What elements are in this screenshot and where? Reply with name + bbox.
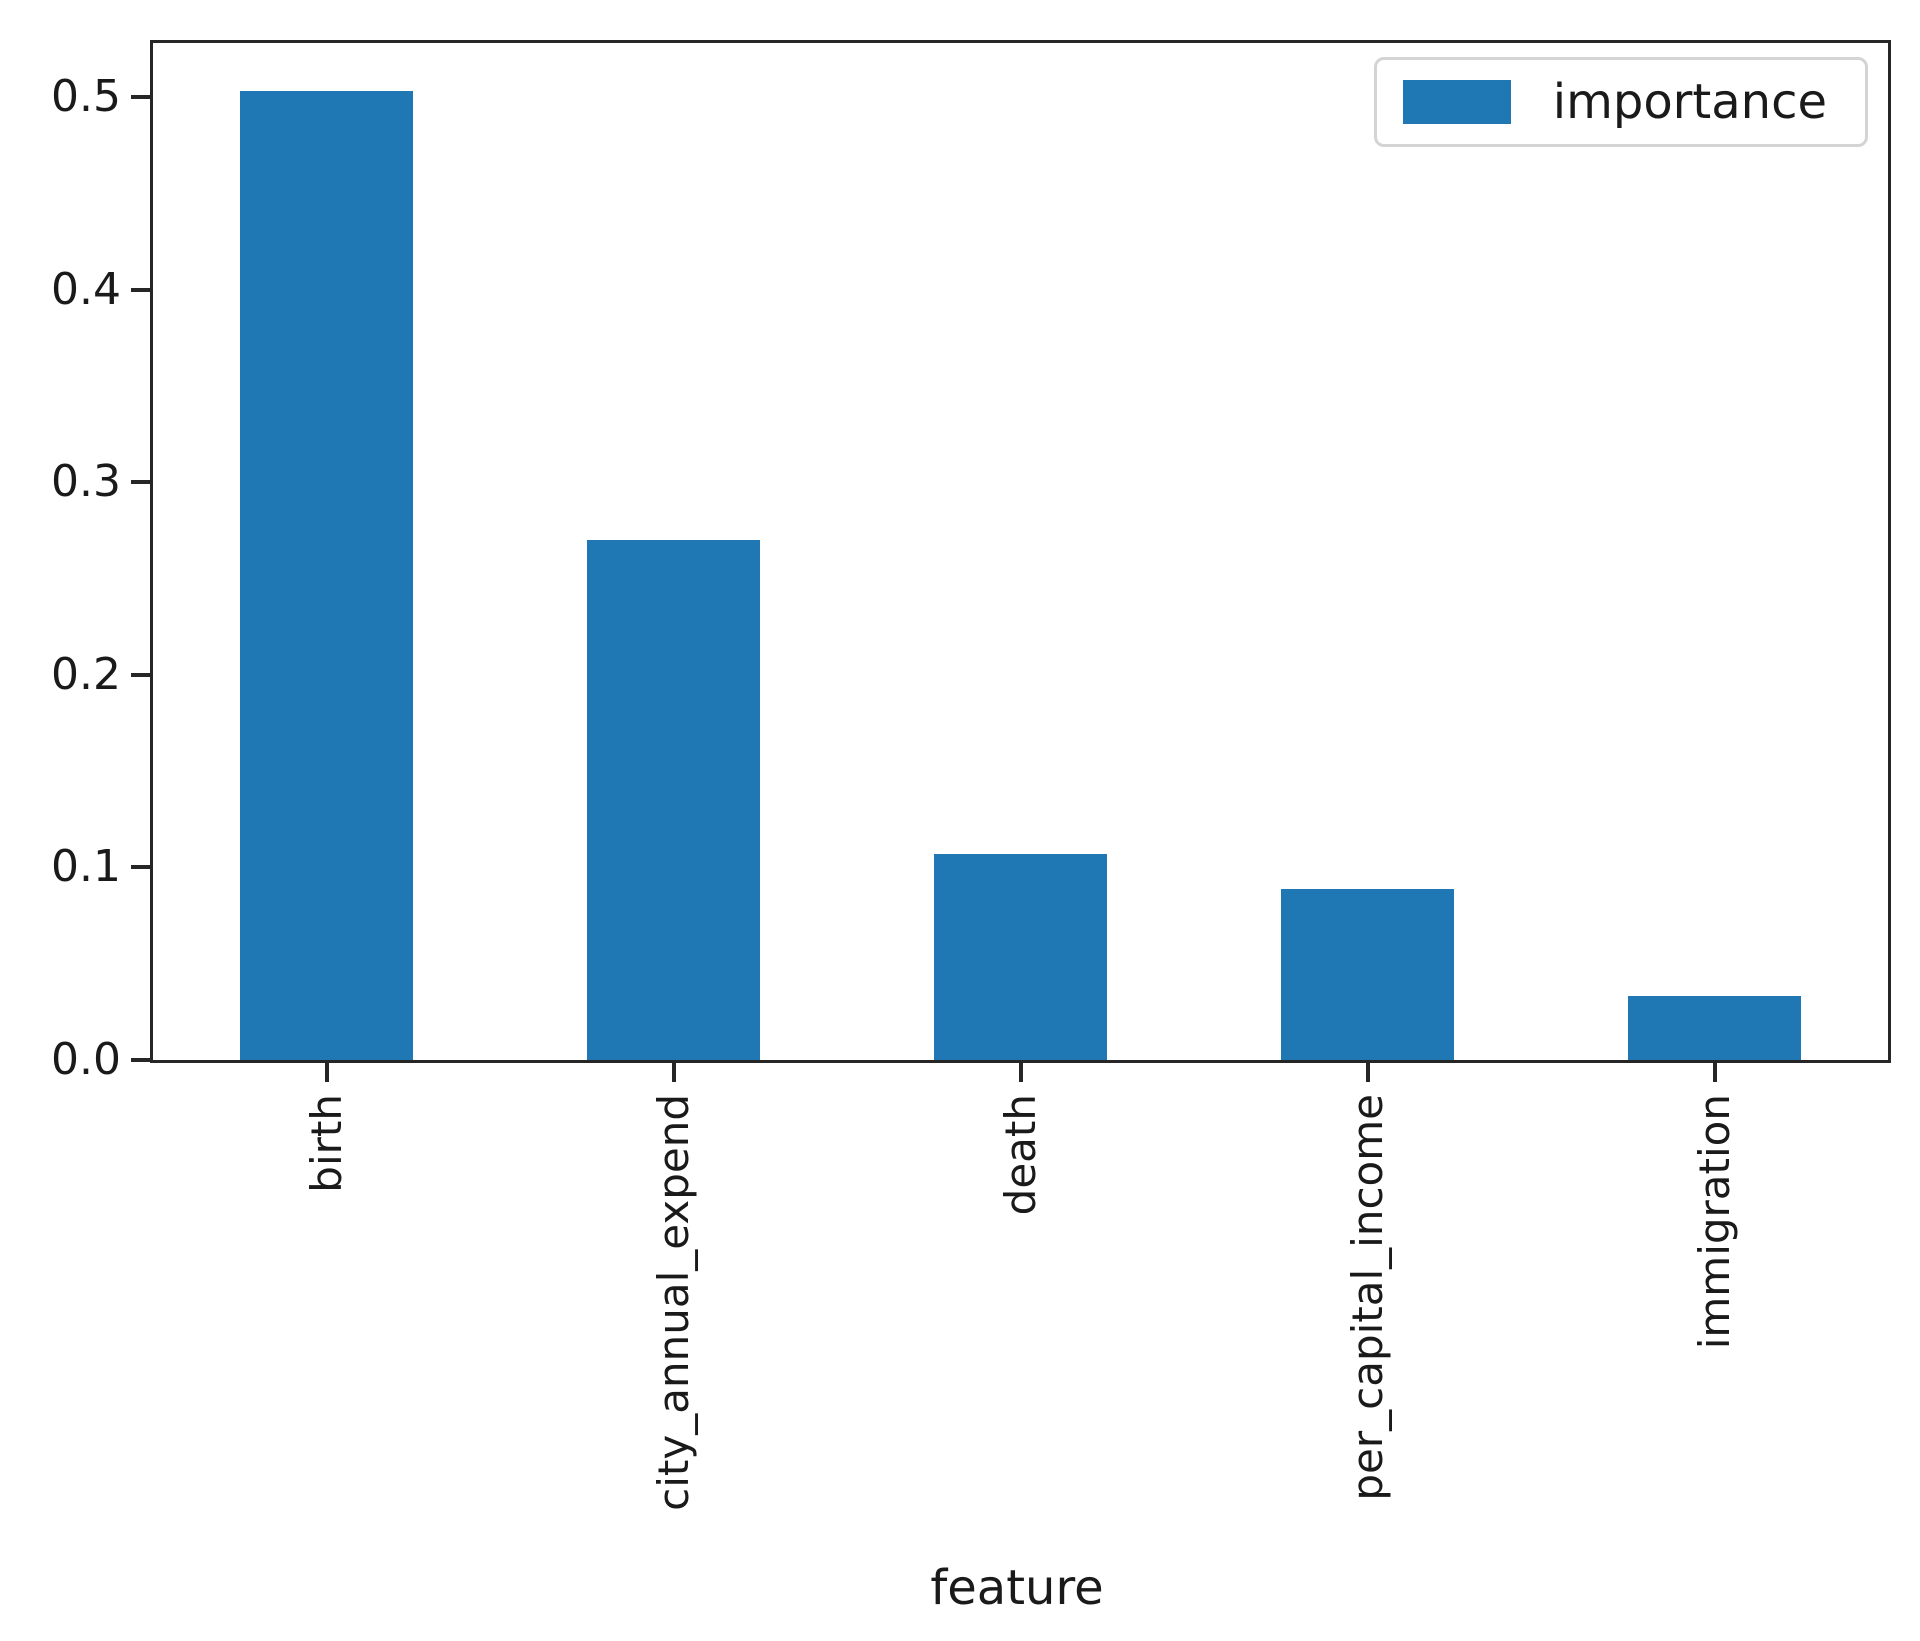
y-tick-label: 0.4	[51, 263, 121, 315]
bar-city_annual_expend	[586, 539, 761, 1060]
legend-label-importance: importance	[1552, 74, 1827, 130]
y-tick-label: 0.2	[51, 648, 121, 700]
bar-death	[933, 853, 1108, 1060]
legend: importance	[1373, 57, 1868, 147]
x-tick-label-death: death	[995, 1094, 1045, 1216]
y-tick-mark	[131, 865, 150, 870]
bar-per_capital_income	[1280, 888, 1455, 1060]
y-tick-mark	[131, 480, 150, 485]
bar-immigration	[1627, 996, 1802, 1060]
plot-area: importance 0.0 0.1 0.2 0.3 0.4 0.5 birth city_a…	[51, 40, 1891, 1511]
x-tick-mark	[1712, 1063, 1717, 1082]
x-tick-mark	[671, 1063, 676, 1082]
x-tick-mark	[324, 1063, 329, 1082]
y-tick-mark	[131, 287, 150, 292]
x-axis-title: feature	[930, 1560, 1104, 1616]
y-tick-mark	[131, 672, 150, 677]
y-tick-label: 0.5	[51, 70, 121, 122]
x-tick-label-per_capital_income: per_capital_income	[1342, 1094, 1392, 1501]
x-tick-label-birth: birth	[301, 1094, 351, 1193]
x-tick-mark	[1018, 1063, 1023, 1082]
y-tick-mark	[131, 1058, 150, 1062]
bar-birth	[239, 91, 414, 1060]
y-tick-label: 0.3	[51, 456, 121, 508]
x-tick-mark	[1365, 1063, 1370, 1082]
legend-swatch-importance	[1402, 80, 1511, 124]
y-tick-mark	[131, 94, 150, 99]
y-tick-label: 0.1	[51, 841, 121, 893]
x-tick-label-city_annual_expend: city_annual_expend	[648, 1094, 698, 1511]
x-tick-label-immigration: immigration	[1689, 1094, 1739, 1350]
y-tick-label: 0.0	[51, 1034, 121, 1085]
